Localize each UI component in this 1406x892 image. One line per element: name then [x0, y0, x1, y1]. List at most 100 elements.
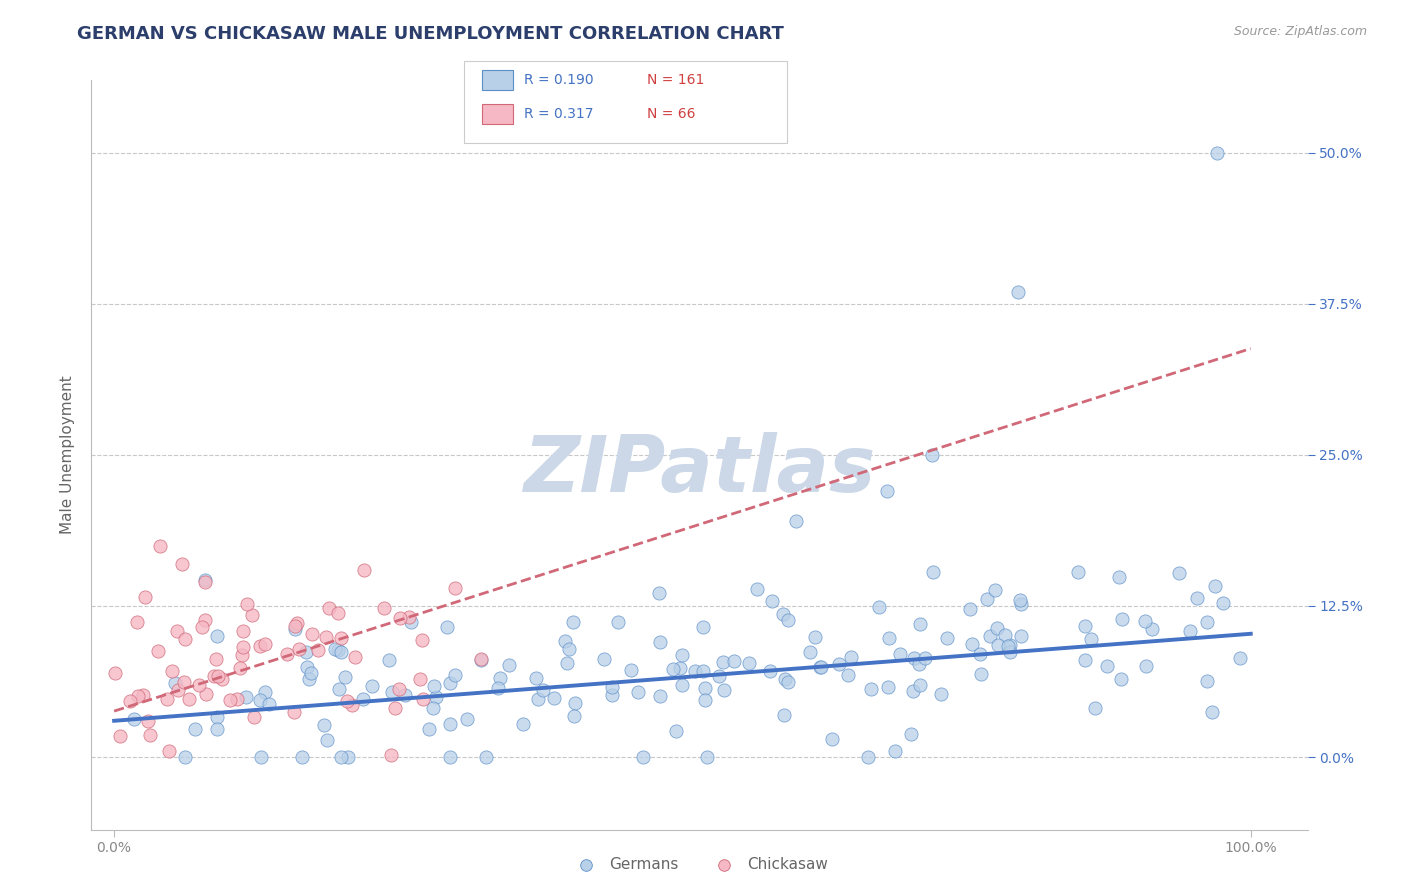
Point — [1111, 612, 1133, 626]
Point — [174, 750, 197, 764]
Point — [336, 693, 359, 707]
Point — [183, 722, 205, 736]
Point — [627, 685, 650, 699]
Point — [253, 637, 276, 651]
Point — [399, 615, 422, 630]
Point — [188, 678, 211, 692]
Point — [554, 633, 576, 648]
Point — [329, 645, 352, 659]
Point — [648, 635, 671, 649]
Point — [620, 664, 643, 678]
Point — [179, 691, 201, 706]
Point — [373, 600, 395, 615]
Point — [193, 573, 215, 587]
Point — [388, 611, 411, 625]
Point — [134, 590, 156, 604]
Point — [527, 691, 550, 706]
Point — [326, 643, 349, 657]
Point — [908, 657, 931, 671]
Point — [1168, 566, 1191, 580]
Point — [1073, 653, 1095, 667]
Point — [876, 680, 898, 694]
Point — [235, 690, 257, 704]
Point — [1095, 659, 1118, 673]
Point — [353, 563, 375, 577]
Point — [284, 619, 307, 633]
Point — [139, 728, 162, 742]
Point — [488, 671, 510, 685]
Point — [127, 615, 149, 630]
Point — [593, 652, 616, 666]
Point — [172, 557, 194, 571]
Point — [195, 687, 218, 701]
Point — [997, 639, 1019, 653]
Point — [979, 629, 1001, 643]
Point — [908, 678, 931, 692]
Point — [759, 664, 782, 678]
Point — [1140, 622, 1163, 636]
Point — [408, 672, 430, 686]
Point — [745, 582, 768, 596]
Point — [336, 750, 359, 764]
Point — [291, 750, 314, 764]
Point — [148, 643, 170, 657]
Text: R = 0.317: R = 0.317 — [524, 107, 593, 121]
Point — [1212, 596, 1234, 610]
Point — [984, 583, 1007, 598]
Point — [665, 723, 688, 738]
Point — [650, 690, 672, 704]
Point — [423, 679, 446, 693]
Point — [900, 727, 922, 741]
Point — [669, 660, 692, 674]
Point — [422, 701, 444, 715]
Point — [1187, 591, 1209, 606]
Point — [1204, 579, 1226, 593]
Point — [412, 691, 434, 706]
Point — [662, 662, 685, 676]
Point — [903, 684, 925, 698]
Point — [160, 664, 183, 678]
Point — [253, 685, 276, 699]
Point — [998, 645, 1021, 659]
Point — [312, 718, 335, 732]
Legend: Germans, Chickasaw: Germans, Chickasaw — [565, 851, 834, 878]
Point — [149, 539, 172, 553]
Text: Source: ZipAtlas.com: Source: ZipAtlas.com — [1233, 25, 1367, 38]
Point — [249, 692, 271, 706]
Point — [298, 672, 321, 686]
Point — [136, 714, 159, 728]
Point — [723, 654, 745, 668]
Point — [411, 633, 433, 648]
Text: ZIPatlas: ZIPatlas — [523, 432, 876, 508]
Point — [439, 675, 461, 690]
Point — [671, 648, 693, 662]
Text: N = 161: N = 161 — [647, 73, 704, 87]
Point — [808, 660, 831, 674]
Point — [231, 648, 253, 663]
Point — [531, 682, 554, 697]
Text: GERMAN VS CHICKASAW MALE UNEMPLOYMENT CORRELATION CHART: GERMAN VS CHICKASAW MALE UNEMPLOYMENT CO… — [77, 25, 785, 43]
Point — [315, 630, 337, 644]
Point — [166, 682, 188, 697]
Point — [962, 637, 984, 651]
Point — [191, 620, 214, 634]
Y-axis label: Male Unemployment: Male Unemployment — [60, 376, 76, 534]
Point — [318, 601, 340, 615]
Point — [388, 681, 411, 696]
Point — [738, 656, 761, 670]
Point — [243, 709, 266, 723]
Point — [157, 744, 180, 758]
Point — [1010, 629, 1032, 643]
Point — [772, 707, 794, 722]
Point — [287, 641, 309, 656]
Point — [903, 650, 925, 665]
Point — [1201, 706, 1223, 720]
Point — [1108, 570, 1130, 584]
Point — [921, 566, 943, 580]
Point — [470, 653, 492, 667]
Point — [250, 750, 273, 764]
Point — [929, 688, 952, 702]
Point — [297, 660, 319, 674]
Point — [810, 659, 832, 673]
Point — [558, 642, 581, 657]
